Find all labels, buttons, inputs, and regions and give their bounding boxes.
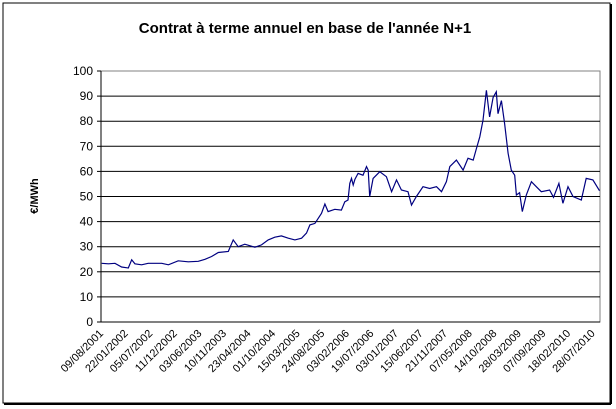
y-tick-label: 40 <box>80 215 94 229</box>
y-tick-label: 90 <box>80 89 94 103</box>
y-tick-label: 20 <box>80 265 94 279</box>
y-axis-label: €/MWh <box>29 178 41 214</box>
y-tick-label: 60 <box>80 164 94 178</box>
y-tick-label: 10 <box>80 290 94 304</box>
y-tick-label: 50 <box>80 190 94 204</box>
chart-title: Contrat à terme annuel en base de l'anné… <box>139 20 471 37</box>
y-tick-label: 30 <box>80 240 94 254</box>
y-tick-label: 100 <box>73 64 93 78</box>
series-line <box>101 89 601 269</box>
y-tick-label: 80 <box>80 114 94 128</box>
y-tick-label: 0 <box>86 315 93 329</box>
y-tick-label: 70 <box>80 139 94 153</box>
